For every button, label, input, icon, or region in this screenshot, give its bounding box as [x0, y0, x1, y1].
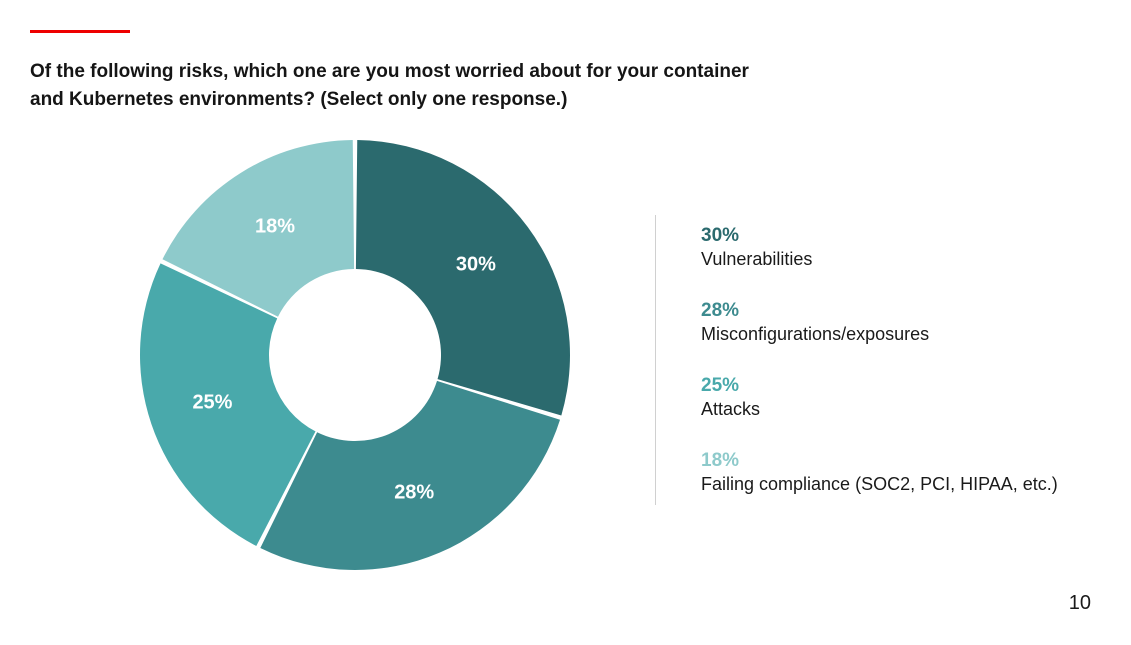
legend-item: 28%Misconfigurations/exposures [701, 300, 1058, 345]
chart-legend: 30%Vulnerabilities 28%Misconfigurations/e… [655, 215, 1058, 505]
legend-item: 30%Vulnerabilities [701, 225, 1058, 270]
legend-percent: 25% [701, 375, 1058, 397]
donut-slice-label: 25% [192, 392, 232, 415]
page-container: Of the following risks, which one are yo… [0, 0, 1131, 645]
legend-percent: 30% [701, 225, 1058, 247]
legend-item: 18%Failing compliance (SOC2, PCI, HIPAA,… [701, 450, 1058, 495]
legend-percent: 18% [701, 450, 1058, 472]
donut-slice-label: 28% [394, 482, 434, 505]
page-number: 10 [1069, 592, 1091, 615]
legend-label: Vulnerabilities [701, 249, 1058, 270]
donut-slice-label: 30% [456, 254, 496, 277]
legend-percent: 28% [701, 300, 1058, 322]
legend-label: Failing compliance (SOC2, PCI, HIPAA, et… [701, 474, 1058, 495]
donut-chart: 30% 28% 25% 18% [130, 130, 580, 580]
donut-slice [260, 381, 560, 570]
legend-label: Misconfigurations/exposures [701, 324, 1058, 345]
donut-slice [356, 140, 570, 415]
accent-bar [30, 30, 130, 33]
donut-slice-label: 18% [255, 216, 295, 239]
donut-svg [130, 130, 580, 580]
legend-label: Attacks [701, 399, 1058, 420]
legend-item: 25%Attacks [701, 375, 1058, 420]
question-text: Of the following risks, which one are yo… [30, 58, 770, 113]
